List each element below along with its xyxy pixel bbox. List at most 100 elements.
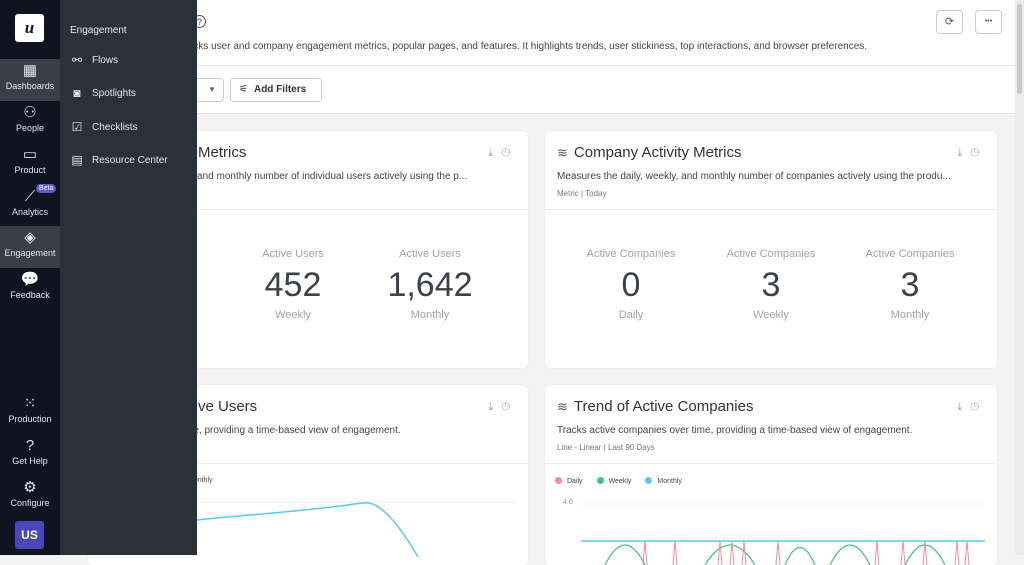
card-actions: ⤓◷ [957, 401, 987, 414]
rail-label: Feedback [10, 290, 50, 300]
divider [545, 209, 997, 210]
metric-period: Weekly [753, 309, 789, 321]
rail-item-people[interactable]: ⚇ People [0, 101, 60, 143]
metric-daily: Active Companies 0 Daily [566, 248, 696, 321]
clock-icon[interactable]: ◷ [970, 147, 987, 159]
metric-monthly: Active Users 1,642 Monthly [365, 248, 495, 321]
flyout-item-resource-center[interactable]: ▤ Resource Center [70, 153, 168, 167]
metric-weekly: Active Users 452 Weekly [228, 248, 358, 321]
chart-legend: Monthly [188, 477, 213, 484]
metric-label: Active Companies [726, 248, 816, 260]
metric-period: Monthly [410, 309, 450, 321]
gear-icon: ⚙ [23, 479, 37, 496]
rail-item-get-help[interactable]: ? Get Help [0, 434, 60, 476]
legend-label: Weekly [608, 478, 632, 485]
rail-label: Dashboards [5, 81, 55, 91]
legend-daily[interactable]: Daily [555, 477, 583, 485]
flyout-title: Engagement [70, 25, 127, 36]
page-scrollbar[interactable] [1015, 0, 1024, 555]
rail-item-configure[interactable]: ⚙ Configure [0, 476, 60, 518]
trend-icon: ≋ [557, 145, 568, 160]
dashboard-icon: ▦ [22, 62, 38, 79]
daily-series-line [642, 540, 970, 565]
filter-bar: ▼ ⚟ Add Filters [60, 66, 1024, 114]
companies-trend-chart [581, 503, 985, 565]
add-filters-button[interactable]: ⚟ Add Filters [230, 78, 322, 102]
legend-weekly[interactable]: Weekly [596, 477, 632, 485]
engagement-flyout: Engagement ⚯ Flows ◙ Spotlights ☑ Checklist… [60, 0, 197, 555]
legend-monthly[interactable]: Monthly [645, 477, 682, 485]
flyout-label: Checklists [92, 121, 138, 133]
card-title: ≋ Trend of Active Companies [557, 398, 753, 415]
metric-label: Active Users [399, 248, 461, 260]
flyout-label: Resource Center [92, 154, 168, 166]
avatar[interactable]: US [15, 521, 44, 549]
metric-period: Daily [618, 309, 644, 321]
rail-item-product[interactable]: ▭ Product [0, 143, 60, 185]
metric-monthly: Active Companies 3 Monthly [845, 248, 975, 321]
card-meta: Metric | Today [557, 189, 607, 198]
layers-icon: ◈ [24, 229, 36, 246]
card-description: kly, and monthly number of individual us… [180, 171, 468, 182]
monthly-series-line [187, 502, 419, 558]
app-logo[interactable]: u [15, 14, 44, 42]
card-actions: ⤓◷ [488, 401, 518, 414]
legend-label: Monthly [657, 478, 682, 485]
filter-icon: ⚟ [239, 84, 248, 95]
flyout-item-checklists[interactable]: ☑ Checklists [70, 120, 138, 134]
metric-value: 1,642 [387, 266, 473, 304]
card-description: time, providing a time-based view of eng… [180, 425, 401, 436]
card-description: Measures the daily, weekly, and monthly … [557, 171, 951, 182]
scrollbar-thumb[interactable] [1017, 4, 1022, 94]
rail-item-production[interactable]: ⁙ Production [0, 392, 60, 434]
checklist-icon: ☑ [71, 120, 83, 134]
flyout-item-spotlights[interactable]: ◙ Spotlights [70, 86, 136, 100]
rail-label: Engagement [4, 248, 56, 258]
product-icon: ▭ [22, 146, 38, 163]
people-icon: ⚇ [23, 104, 37, 121]
rail-item-dashboards[interactable]: ▦ Dashboards [0, 59, 60, 101]
download-icon[interactable]: ⤓ [957, 401, 971, 413]
card-actions: ⤓◷ [957, 147, 987, 160]
trend-active-companies-card: ≋ Trend of Active Companies ⤓◷ Tracks act… [545, 385, 997, 565]
card-actions: ⤓◷ [488, 147, 518, 160]
grid-icon: ⁙ [23, 395, 37, 412]
card-description: Tracks active companies over time, provi… [557, 425, 913, 436]
chart-legend: Daily Weekly Monthly [555, 477, 682, 485]
download-icon[interactable]: ⤓ [957, 147, 971, 159]
legend-label: Daily [567, 478, 583, 485]
card-title: Metrics [198, 144, 247, 161]
rail-item-analytics[interactable]: ⟋ Beta Analytics [0, 184, 60, 227]
rail-label: People [15, 123, 45, 133]
metric-label: Active Companies [865, 248, 955, 260]
divider [88, 209, 528, 210]
weekly-series-line [604, 544, 946, 565]
users-trend-chart [187, 501, 516, 558]
rail-item-engagement[interactable]: ◈ Engagement [0, 226, 60, 268]
clock-icon[interactable]: ◷ [501, 401, 518, 413]
download-icon[interactable]: ⤓ [488, 147, 502, 159]
metric-label: Active Users [262, 248, 324, 260]
more-options-button[interactable]: ••• [975, 10, 1002, 34]
legend-swatch [645, 477, 653, 484]
company-activity-metrics-card: ≋ Company Activity Metrics ⤓◷ Measures th… [545, 131, 997, 368]
spotlight-icon: ◙ [73, 86, 81, 100]
metric-value: 452 [264, 266, 322, 304]
metric-period: Weekly [275, 309, 311, 321]
rail-item-feedback[interactable]: 💬 Feedback [0, 268, 60, 310]
card-title-text: Company Activity Metrics [573, 144, 742, 161]
card-title: ≋ Company Activity Metrics [557, 144, 741, 161]
page-header: ? rd tracks user and company engagement … [60, 0, 1024, 66]
flyout-item-flows[interactable]: ⚯ Flows [70, 53, 118, 67]
legend-monthly[interactable]: Monthly [188, 477, 213, 484]
metric-weekly: Active Companies 3 Weekly [706, 248, 836, 321]
legend-swatch [596, 477, 604, 484]
flows-icon: ⚯ [71, 53, 83, 67]
clock-icon[interactable]: ◷ [970, 401, 987, 413]
divider [545, 463, 997, 464]
card-title-text: Trend of Active Companies [573, 398, 754, 415]
clock-icon[interactable]: ◷ [501, 147, 518, 159]
download-icon[interactable]: ⤓ [488, 401, 502, 413]
refresh-button[interactable]: ⟳ [936, 10, 963, 34]
flyout-label: Spotlights [92, 87, 136, 99]
